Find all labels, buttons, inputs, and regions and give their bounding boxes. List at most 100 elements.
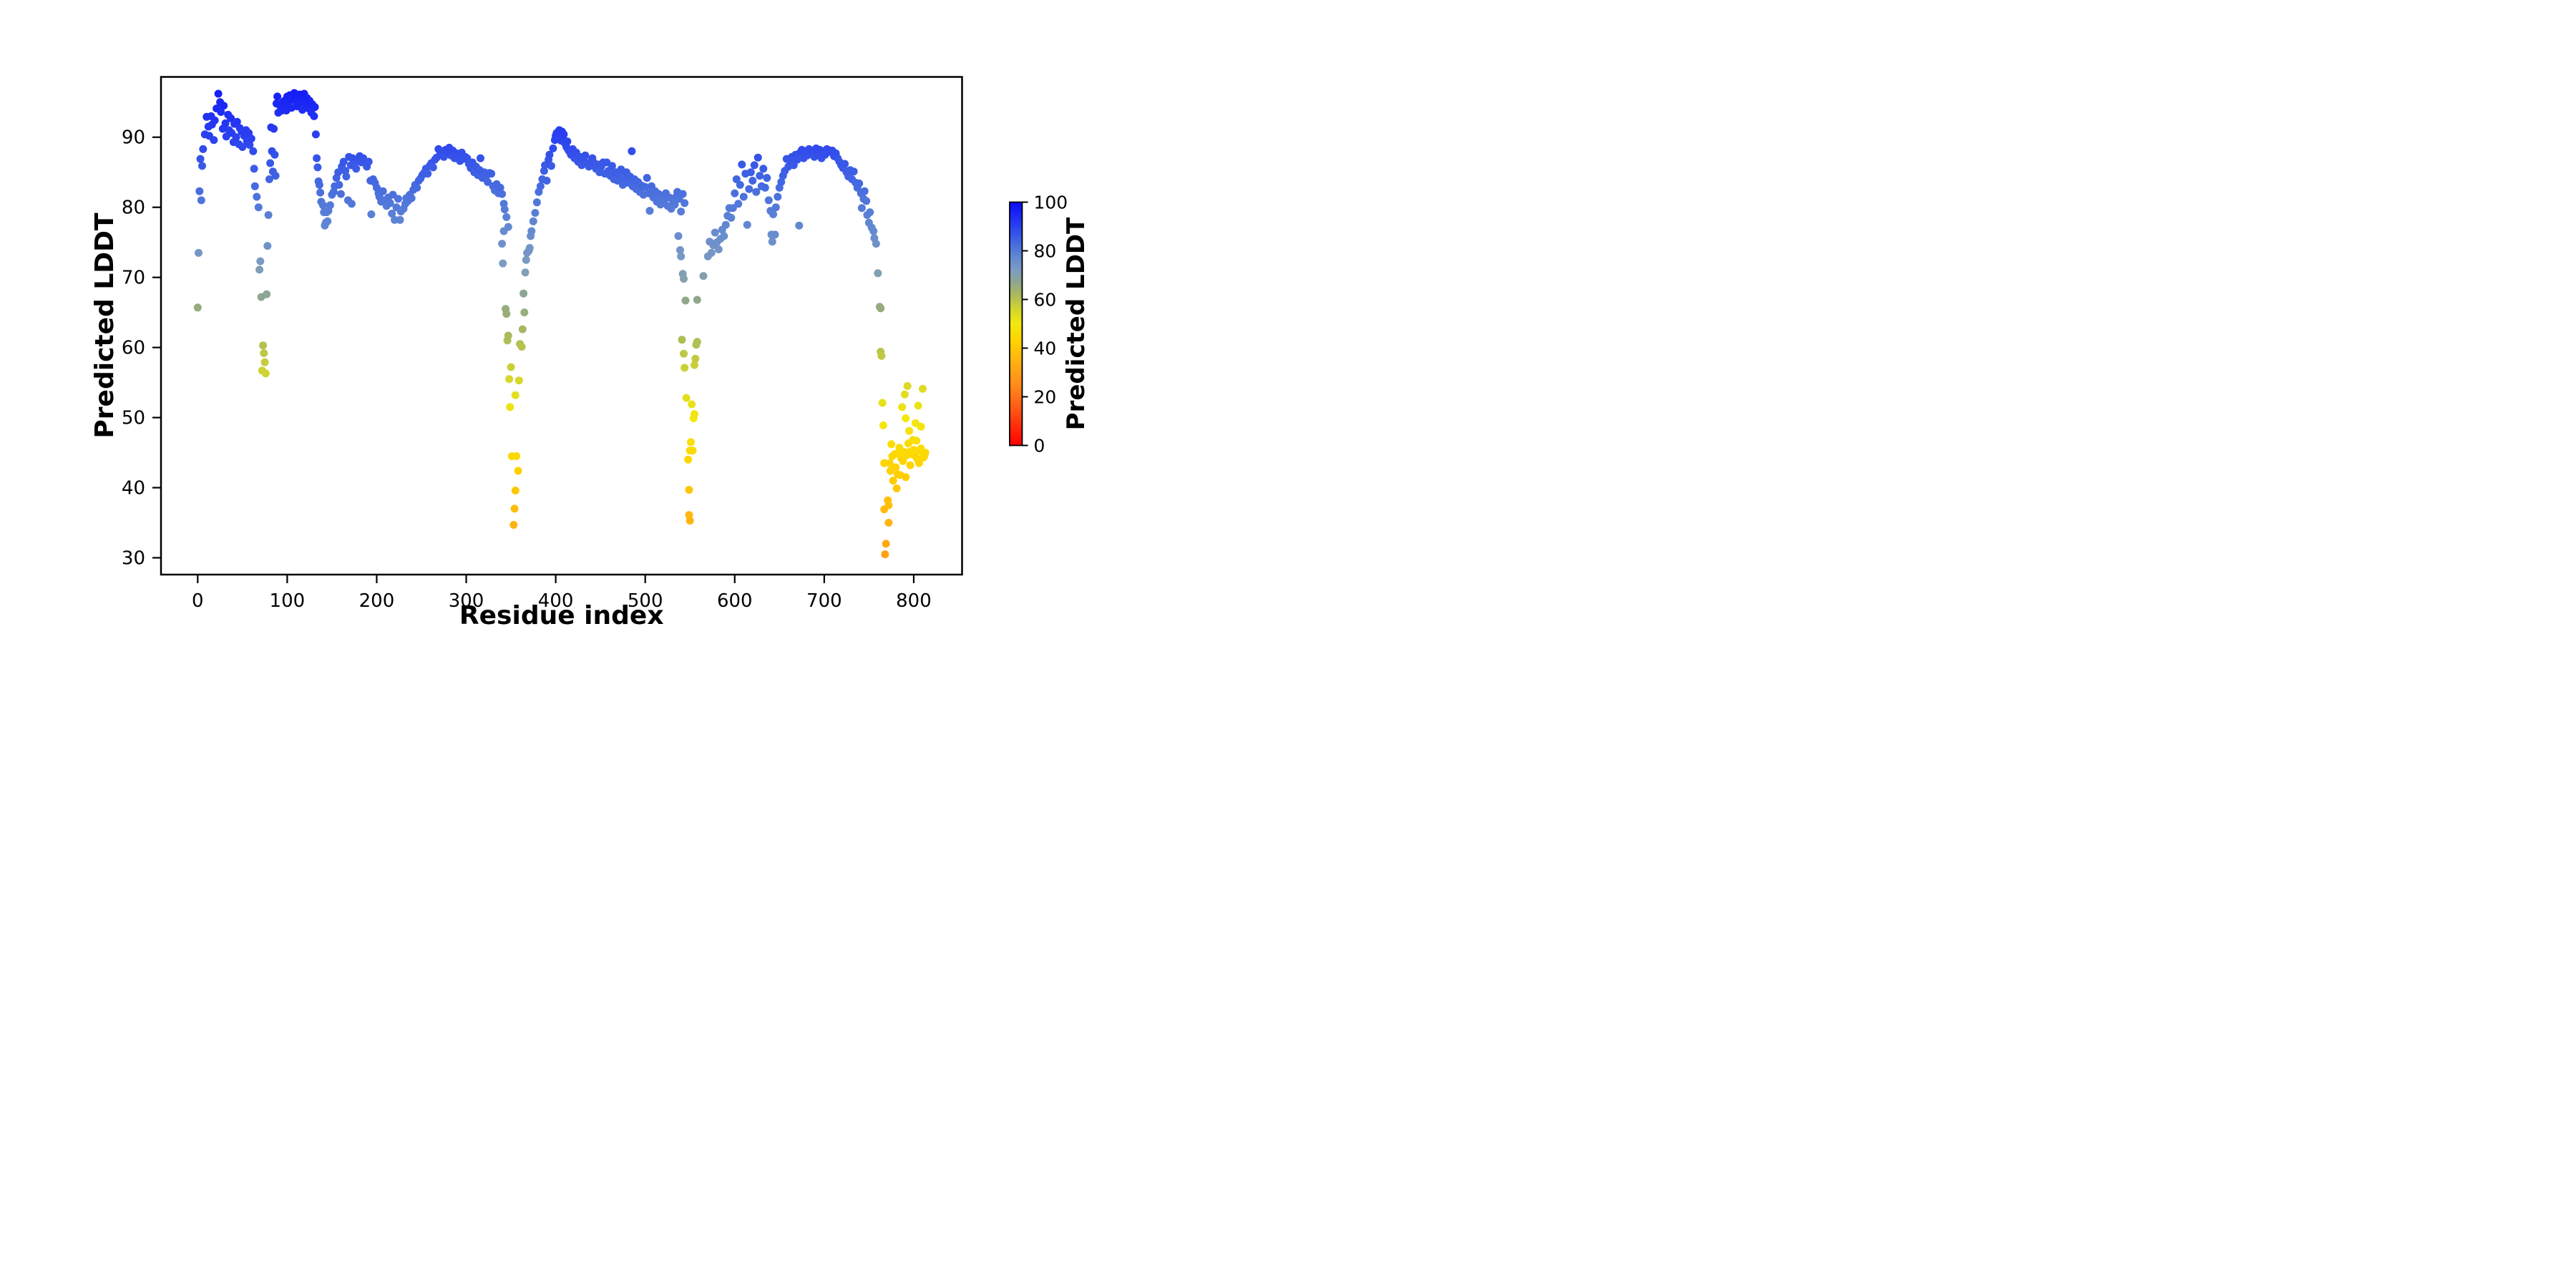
scatter-point	[549, 144, 557, 152]
scatter-point	[793, 155, 801, 164]
scatter-point	[504, 331, 512, 340]
scatter-point	[334, 168, 343, 177]
scatter-point	[915, 459, 923, 467]
scatter-point	[266, 159, 275, 167]
scatter-point	[521, 268, 530, 277]
scatter-point	[195, 248, 203, 257]
scatter-point	[396, 215, 404, 224]
scatter-point	[721, 220, 730, 229]
colorbar-tick-label: 0	[1034, 436, 1045, 457]
scatter-point	[795, 221, 804, 230]
scatter-point	[892, 484, 901, 492]
scatter-point	[536, 182, 545, 190]
scatter-point	[310, 112, 318, 120]
scatter-point	[771, 203, 780, 212]
scatter-point	[247, 135, 255, 143]
scatter-point	[680, 364, 689, 372]
colorbar-tick-label: 40	[1034, 338, 1057, 359]
x-tick-label: 700	[806, 590, 842, 612]
scatter-point	[261, 369, 270, 378]
scatter-point	[674, 232, 683, 240]
scatter-point	[541, 161, 550, 170]
plddt-scatter-chart: 0 100 200 300 400 500 600 700 80030405060708090 …	[90, 76, 1091, 630]
scatter-point	[518, 325, 527, 333]
scatter-point	[563, 137, 572, 146]
scatter-point	[581, 151, 590, 160]
scatter-point	[487, 170, 496, 178]
scatter-point	[270, 150, 279, 159]
scatter-point	[774, 192, 782, 201]
scatter-point	[685, 486, 693, 494]
scatter-point	[750, 161, 758, 170]
y-tick-label: 30	[122, 547, 145, 569]
scatter-point	[510, 504, 519, 513]
scatter-point	[263, 242, 272, 250]
scatter-point	[902, 414, 910, 423]
scatter-point	[313, 154, 321, 162]
scatter-point	[879, 421, 887, 429]
colorbar-outline	[1009, 201, 1023, 447]
scatter-point	[505, 375, 514, 384]
scatter-point	[507, 363, 515, 371]
scatter-point	[641, 182, 650, 191]
scatter-point	[686, 517, 694, 525]
scatter-point	[905, 426, 914, 435]
x-tick-label: 500	[628, 590, 663, 612]
scatter-point	[768, 238, 776, 246]
scatter-point	[682, 394, 691, 402]
scatter-point	[529, 217, 537, 225]
scatter-point	[260, 349, 268, 357]
scatter-point	[680, 275, 688, 283]
scatter-point	[264, 211, 273, 219]
scatter-point	[311, 130, 320, 139]
scatter-point	[214, 89, 223, 98]
scatter-point	[841, 160, 849, 168]
scatter-point	[919, 384, 927, 393]
scatter-point	[199, 145, 208, 153]
scatter-point	[734, 200, 743, 208]
scatter-point	[684, 455, 693, 464]
colorbar: 0 20 40 60 80 100	[1009, 192, 1068, 457]
scatter-point	[323, 217, 332, 225]
scatter-point	[326, 201, 334, 210]
scatter-point	[484, 177, 492, 186]
scatter-point	[542, 177, 551, 185]
scatter-point	[746, 168, 755, 177]
scatter-point	[676, 246, 684, 254]
scatter-point	[693, 338, 701, 346]
scatter-point	[881, 550, 889, 559]
scatter-point	[547, 162, 555, 170]
scatter-point	[732, 175, 741, 183]
scatter-point	[727, 213, 736, 222]
scatter-point	[882, 540, 890, 548]
scatter-point	[499, 227, 508, 235]
scatter-point	[714, 245, 723, 253]
scatter-point	[869, 227, 878, 235]
scatter-point	[680, 199, 689, 208]
scatter-point	[691, 354, 700, 363]
scatter-point	[884, 519, 893, 527]
scatter-point	[628, 147, 636, 155]
scatter-point	[270, 125, 278, 133]
scatter-point	[339, 157, 348, 166]
scatter-point	[878, 399, 887, 407]
scatter-point	[193, 303, 202, 312]
scatter-point	[917, 422, 925, 431]
scatter-point	[728, 204, 737, 213]
scatter-point	[407, 194, 416, 203]
scatter-point	[512, 452, 521, 460]
x-tick-label: 200	[359, 590, 395, 612]
scatter-point	[903, 382, 912, 390]
scatter-point	[249, 147, 258, 155]
scatter-point	[691, 361, 698, 369]
scatter-point	[313, 163, 322, 172]
scatter-point	[227, 114, 235, 122]
scatter-point	[250, 182, 259, 190]
scatter-point	[255, 265, 264, 274]
scatter-point	[424, 170, 432, 178]
scatter-point	[316, 188, 325, 197]
scatter-point	[335, 180, 343, 189]
scatter-point	[311, 103, 319, 112]
scatter-point	[687, 438, 695, 447]
scatter-point	[514, 467, 522, 475]
